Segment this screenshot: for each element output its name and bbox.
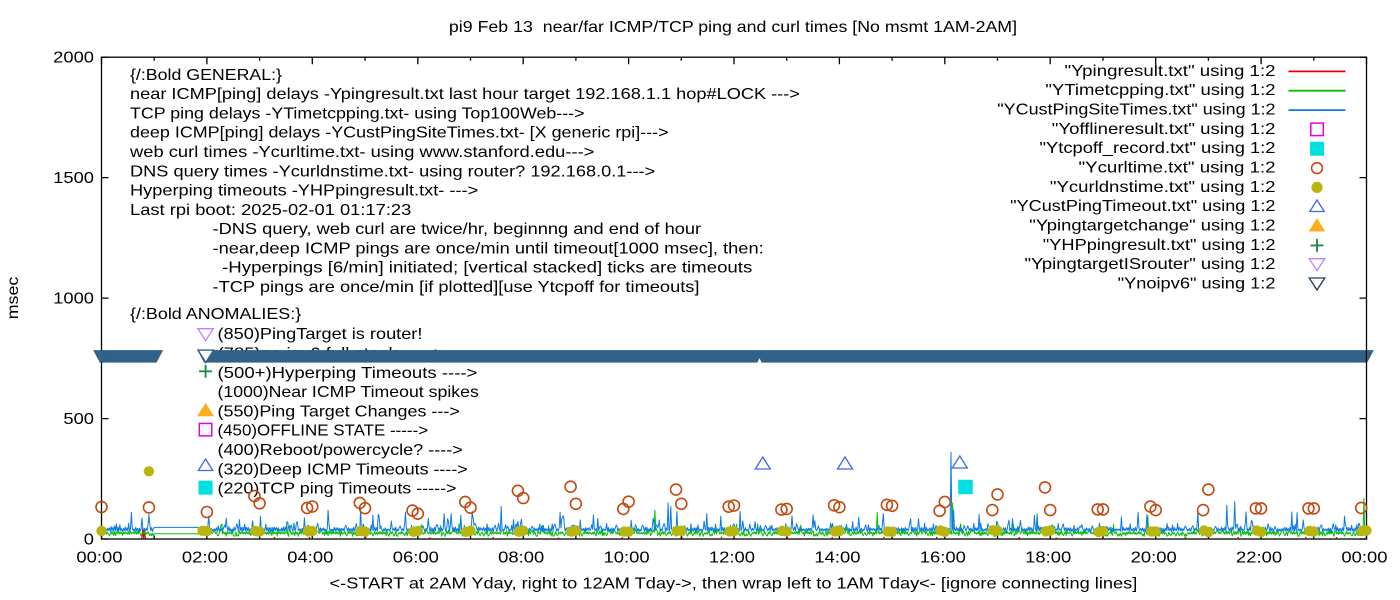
svg-text:"YCustPingSiteTimes.txt" using: "YCustPingSiteTimes.txt" using 1:2 xyxy=(997,102,1275,119)
svg-text:1500: 1500 xyxy=(53,170,94,187)
svg-text:{/:Bold ANOMALIES:}: {/:Bold ANOMALIES:} xyxy=(130,306,302,323)
svg-text:(450)OFFLINE STATE ----->: (450)OFFLINE STATE -----> xyxy=(218,423,429,440)
svg-text:<-START at 2AM Yday, right to: <-START at 2AM Yday, right to 12AM Tday-… xyxy=(330,575,1138,592)
svg-text:02:00: 02:00 xyxy=(182,550,228,567)
svg-text:deep ICMP[ping] delays -YCustP: deep ICMP[ping] delays -YCustPingSiteTim… xyxy=(130,125,669,142)
svg-text:"Ynoipv6" using 1:2: "Ynoipv6" using 1:2 xyxy=(1118,275,1276,292)
svg-text:-DNS query, web curl are twice: -DNS query, web curl are twice/hr, begin… xyxy=(213,221,702,238)
svg-text:10:00: 10:00 xyxy=(604,550,650,567)
svg-text:"Ypingresult.txt" using 1:2: "Ypingresult.txt" using 1:2 xyxy=(1065,63,1276,80)
svg-text:Hyperping timeouts -YHPpingres: Hyperping timeouts -YHPpingresult.txt- -… xyxy=(130,183,478,200)
svg-text:-TCP pings are once/min [if pl: -TCP pings are once/min [if plotted][use… xyxy=(213,279,700,296)
svg-text:(220)TCP ping Timeouts ----->: (220)TCP ping Timeouts -----> xyxy=(218,481,457,498)
svg-text:"Ypingtargetchange" using 1:2: "Ypingtargetchange" using 1:2 xyxy=(1029,217,1275,234)
svg-text:(400)Reboot/powercycle? ---->: (400)Reboot/powercycle? ----> xyxy=(218,442,463,459)
svg-text:(320)Deep ICMP Timeouts ---->: (320)Deep ICMP Timeouts ----> xyxy=(218,461,468,478)
svg-text:DNS query times -Ycurldnstime.: DNS query times -Ycurldnstime.txt- using… xyxy=(130,163,655,180)
svg-text:web curl times -Ycurltime.txt-: web curl times -Ycurltime.txt- using www… xyxy=(129,144,595,161)
svg-text:20:00: 20:00 xyxy=(1131,550,1177,567)
svg-text:(550)Ping Target Changes --->: (550)Ping Target Changes ---> xyxy=(218,403,460,420)
svg-text:"Ycurldnstime.txt" using 1:2: "Ycurldnstime.txt" using 1:2 xyxy=(1050,179,1276,196)
svg-text:2000: 2000 xyxy=(53,50,94,67)
svg-text:-near,deep ICMP pings are once: -near,deep ICMP pings are once/min until… xyxy=(213,240,764,257)
svg-text:22:00: 22:00 xyxy=(1236,550,1282,567)
svg-text:500: 500 xyxy=(63,411,94,428)
svg-text:0: 0 xyxy=(84,531,94,548)
svg-text:(500+)Hyperping Timeouts ---->: (500+)Hyperping Timeouts ----> xyxy=(218,365,478,382)
svg-text:pi9 Feb 13 near/far ICMP/TCP: pi9 Feb 13 near/far ICMP/TCP ping and cu… xyxy=(449,19,1017,36)
svg-text:00:00: 00:00 xyxy=(76,550,122,567)
svg-text:00:00: 00:00 xyxy=(1341,550,1387,567)
svg-text:"Ytcpoff_record.txt" using 1:2: "Ytcpoff_record.txt" using 1:2 xyxy=(1040,140,1276,157)
svg-text:{/:Bold GENERAL:}: {/:Bold GENERAL:} xyxy=(130,67,283,84)
svg-text:"YHPpingresult.txt" using 1:2: "YHPpingresult.txt" using 1:2 xyxy=(1043,237,1276,254)
svg-text:06:00: 06:00 xyxy=(393,550,439,567)
svg-text:"YTimetcpping.txt" using 1:2: "YTimetcpping.txt" using 1:2 xyxy=(1045,82,1275,99)
svg-text:(850)PingTarget is router!: (850)PingTarget is router! xyxy=(218,326,423,343)
svg-text:-Hyperpings [6/min] initiated;: -Hyperpings [6/min] initiated; [vertical… xyxy=(222,260,752,277)
svg-text:14:00: 14:00 xyxy=(814,550,860,567)
svg-text:04:00: 04:00 xyxy=(287,550,333,567)
svg-text:Last rpi boot: 2025-02-01 01:1: Last rpi boot: 2025-02-01 01:17:23 xyxy=(130,202,411,219)
svg-text:msec: msec xyxy=(5,277,22,320)
svg-text:(1000)Near ICMP Timeout spikes: (1000)Near ICMP Timeout spikes xyxy=(218,384,479,401)
svg-text:16:00: 16:00 xyxy=(920,550,966,567)
svg-text:"Ycurltime.txt" using 1:2: "Ycurltime.txt" using 1:2 xyxy=(1079,160,1276,177)
svg-text:"Yofflineresult.txt" using 1:2: "Yofflineresult.txt" using 1:2 xyxy=(1052,121,1276,138)
svg-text:"YCustPingTimeout.txt" using 1: "YCustPingTimeout.txt" using 1:2 xyxy=(1010,198,1275,215)
svg-text:TCP ping delays -YTimetcpping.: TCP ping delays -YTimetcpping.txt- using… xyxy=(130,106,585,123)
svg-text:18:00: 18:00 xyxy=(1025,550,1071,567)
svg-text:1000: 1000 xyxy=(53,290,94,307)
svg-text:08:00: 08:00 xyxy=(498,550,544,567)
svg-text:12:00: 12:00 xyxy=(709,550,755,567)
svg-text:near ICMP[ping] delays -Ypingr: near ICMP[ping] delays -Ypingresult.txt … xyxy=(130,86,800,103)
svg-text:"YpingtargetISrouter" using 1:: "YpingtargetISrouter" using 1:2 xyxy=(1025,256,1276,273)
